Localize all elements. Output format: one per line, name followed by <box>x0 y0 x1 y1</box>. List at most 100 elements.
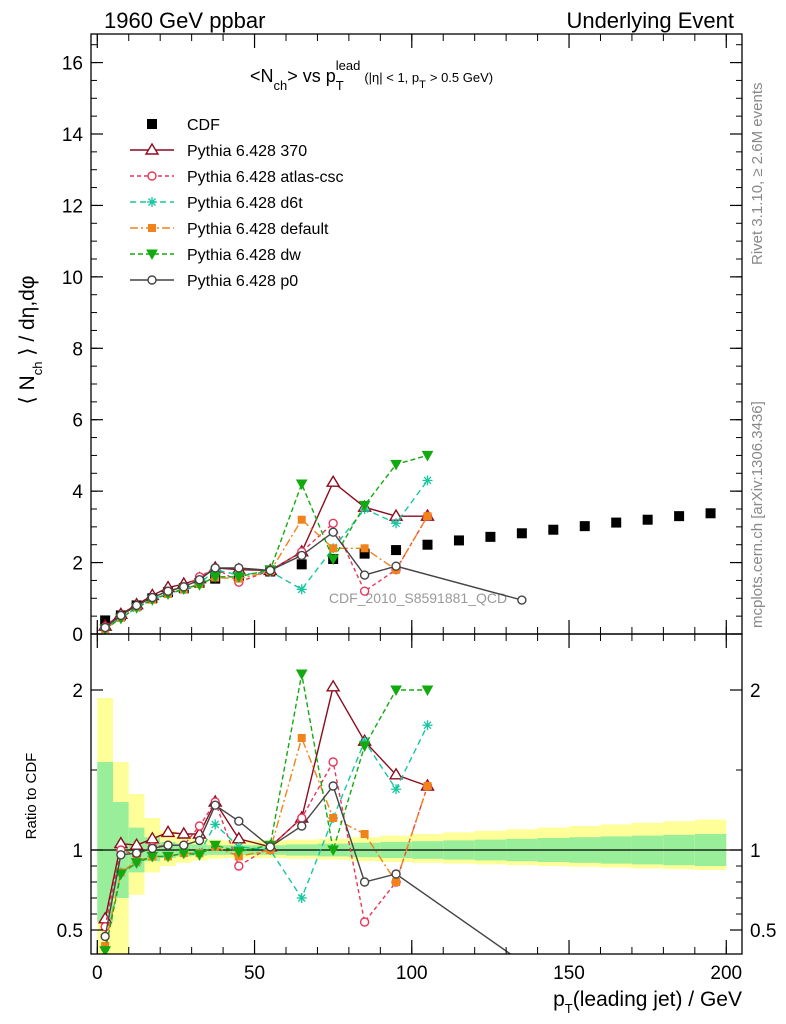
ratio-series-0-point <box>231 831 247 844</box>
ratio-series-3-point <box>329 814 338 822</box>
ratio-series-2-point <box>296 893 307 903</box>
ratio-series-4-point <box>327 845 340 857</box>
main-panel: 0 2 4 6 8 10 12 14 16 <box>62 33 743 646</box>
legend-marker <box>147 171 157 181</box>
legend-marker <box>144 142 160 155</box>
legend-entry-3: Pythia 6.428 default <box>130 221 329 238</box>
cdf-point <box>548 524 559 535</box>
legend-label: Pythia 6.428 default <box>187 221 329 238</box>
star-stroke <box>423 721 432 730</box>
legend-entry-cdf: CDF <box>147 117 220 134</box>
main-series-0-point <box>325 474 341 487</box>
ratio-y-tick-label-right: 2 <box>750 681 761 702</box>
ratio-series-5-point <box>131 848 142 858</box>
ratio-series-5-point <box>194 835 205 846</box>
main-series-2-point <box>422 475 433 486</box>
main-series-3-point <box>297 515 306 524</box>
ratio-series-5 <box>100 781 512 954</box>
main-series-1-point <box>328 518 338 528</box>
ratio-series-1-point <box>359 917 370 927</box>
ratio-series-5-point <box>391 869 401 879</box>
band-inner-bin <box>97 762 114 922</box>
ratio-series-2-point <box>210 819 221 830</box>
main-y-tick-label: 16 <box>62 54 83 75</box>
mcplots-label: mcplots.cern.ch [arXiv:1306.3436] <box>749 401 766 628</box>
legend-marker <box>146 249 158 261</box>
main-series-5 <box>100 527 527 633</box>
star-stroke <box>148 198 156 206</box>
ratio-y-label: Ratio to CDF <box>23 753 40 840</box>
main-series-5-point <box>265 565 275 576</box>
cdf-point <box>296 559 307 570</box>
main-series-4-point <box>232 572 245 583</box>
legend-marker <box>147 119 157 129</box>
cdf-point <box>642 514 653 525</box>
ratio-y-tick-label: 1 <box>72 841 83 862</box>
main-series-3-point <box>360 544 369 553</box>
main-series-5-point <box>297 550 307 561</box>
main-series-5-point <box>116 610 126 621</box>
ratio-series-0-point <box>388 767 404 780</box>
main-series-2 <box>100 475 433 634</box>
ratio-series-4-point <box>390 685 402 697</box>
cdf-point <box>705 508 716 519</box>
ratio-series-4-point <box>209 840 222 852</box>
ratio-series-4-point <box>295 669 308 681</box>
ratio-series-5-point <box>210 800 220 810</box>
main-series-4-point <box>421 450 434 462</box>
ratio-band <box>97 698 727 954</box>
main-series-5-point <box>391 561 401 571</box>
main-series-4-point <box>209 572 222 583</box>
ratio-series-5-point <box>179 840 189 850</box>
main-series-1-point <box>359 586 370 596</box>
main-series-2-point <box>391 518 402 529</box>
star-stroke <box>392 785 401 794</box>
main-y-tick-label: 12 <box>62 196 83 217</box>
ratio-series-1-point <box>297 813 307 823</box>
ratio-series-4-point <box>358 741 371 753</box>
main-y-tick-label: 8 <box>72 339 83 360</box>
ratio-series-4-point <box>162 851 174 863</box>
ratio-series-line-4 <box>104 673 428 951</box>
ratio-series-5-point <box>359 877 370 887</box>
header-left: 1960 GeV ppbar <box>104 8 265 33</box>
ratio-series-0 <box>97 679 435 924</box>
main-series-line-5 <box>104 531 523 629</box>
rivet-label: Rivet 3.1.10, ≥ 2.6M events <box>749 83 766 266</box>
cdf-point <box>611 517 622 528</box>
main-series-layer <box>97 450 527 634</box>
main-series-5-point <box>234 563 244 573</box>
main-title: <Nch> vs pTlead(|η| < 1, pT > 0.5 GeV) <box>250 58 493 93</box>
ratio-frame <box>90 633 743 955</box>
ratio-y-tick-label: 0.5 <box>57 921 83 942</box>
ratio-series-4-point <box>99 946 112 954</box>
ratio-series-3-point <box>360 830 369 838</box>
main-y-tick-label: 6 <box>72 411 83 432</box>
main-series-4-point <box>295 479 308 491</box>
main-series-line-2 <box>104 480 429 630</box>
ratio-series-0-point <box>176 826 192 839</box>
cdf-point <box>674 511 685 522</box>
ratio-series-2-point <box>422 720 433 731</box>
ratio-series-5-point <box>163 840 173 850</box>
ratio-y-tick-label-right: 0.5 <box>750 921 776 942</box>
ratio-y-tick-label-right: 1 <box>750 841 761 862</box>
ratio-series-3-point <box>297 734 306 742</box>
legend-label: Pythia 6.428 370 <box>187 143 307 160</box>
ratio-series-1-point <box>234 861 244 871</box>
cdf-reference-points <box>100 508 716 626</box>
cdf-point <box>516 528 527 539</box>
cdf-point <box>453 535 464 546</box>
ratio-series-4-point <box>232 847 245 858</box>
ratio-series-5-point <box>100 931 110 942</box>
ratio-series-layer <box>97 669 512 954</box>
ratio-series-5-point <box>297 821 307 831</box>
main-series-5-point <box>147 592 158 603</box>
legend-label: CDF <box>187 117 220 134</box>
ratio-series-4 <box>99 669 434 954</box>
main-series-3-point <box>423 512 432 521</box>
ratio-y-tick-label: 2 <box>72 681 83 702</box>
ratio-series-3-point <box>101 942 110 950</box>
main-series-5-point <box>131 600 142 611</box>
ratio-series-2-point <box>391 784 402 795</box>
